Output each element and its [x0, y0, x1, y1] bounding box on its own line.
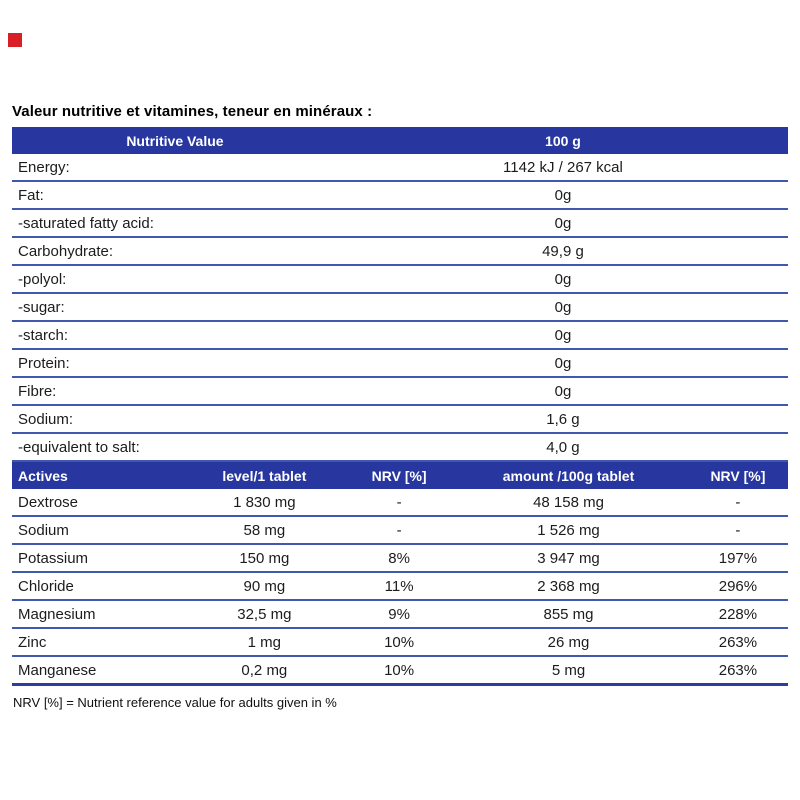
nutrient-value: 4,0 g	[337, 433, 788, 462]
nutrient-value: 49,9 g	[337, 237, 788, 266]
active-nrv-per-100g: 296%	[687, 572, 788, 601]
nutritive-header-per100g: 100 g	[337, 127, 788, 154]
nutrient-label: -sugar:	[12, 293, 338, 322]
table-row: Potassium 150 mg 8% 3 947 mg 197%	[12, 544, 788, 573]
active-nrv-per-tablet: -	[349, 489, 450, 517]
nutrient-value: 0g	[337, 265, 788, 294]
active-nrv-per-100g: -	[687, 516, 788, 545]
nutritive-table-header-row: Nutritive Value 100 g	[12, 127, 788, 154]
table-row: -saturated fatty acid: 0g	[12, 209, 788, 238]
table-row: Magnesium 32,5 mg 9% 855 mg 228%	[12, 600, 788, 629]
active-name: Chloride	[12, 572, 180, 601]
active-amount-per-100g: 855 mg	[449, 600, 688, 629]
label-content: Valeur nutritive et vitamines, teneur en…	[12, 103, 788, 710]
active-amount-per-100g: 5 mg	[449, 656, 688, 686]
table-row: -equivalent to salt: 4,0 g	[12, 433, 788, 462]
active-amount-per-100g: 26 mg	[449, 628, 688, 657]
active-nrv-per-100g: -	[687, 489, 788, 517]
active-level-per-tablet: 1 mg	[179, 628, 350, 657]
table-row: -sugar: 0g	[12, 293, 788, 322]
nutrient-value: 1,6 g	[337, 405, 788, 434]
nutrient-value: 0g	[337, 377, 788, 406]
active-nrv-per-tablet: -	[349, 516, 450, 545]
active-name: Magnesium	[12, 600, 180, 629]
nutrient-value: 0g	[337, 209, 788, 238]
table-row: Energy: 1142 kJ / 267 kcal	[12, 154, 788, 182]
active-name: Manganese	[12, 656, 180, 686]
active-amount-per-100g: 1 526 mg	[449, 516, 688, 545]
nutritive-value-table: Nutritive Value 100 g Energy: 1142 kJ / 2…	[12, 127, 788, 462]
active-nrv-per-100g: 197%	[687, 544, 788, 573]
nutrient-value: 0g	[337, 349, 788, 378]
active-level-per-tablet: 150 mg	[179, 544, 350, 573]
actives-table-header-row: Actives level/1 tablet NRV [%] amount /1…	[12, 462, 788, 489]
active-nrv-per-100g: 228%	[687, 600, 788, 629]
nutrient-label: -equivalent to salt:	[12, 433, 338, 462]
table-row: Zinc 1 mg 10% 26 mg 263%	[12, 628, 788, 657]
nrv-footnote: NRV [%] = Nutrient reference value for a…	[13, 695, 337, 710]
active-nrv-per-tablet: 10%	[349, 628, 450, 657]
active-level-per-tablet: 58 mg	[179, 516, 350, 545]
page-title: Valeur nutritive et vitamines, teneur en…	[12, 103, 373, 120]
table-row: Protein: 0g	[12, 349, 788, 378]
active-nrv-per-tablet: 11%	[349, 572, 450, 601]
table-row: -polyol: 0g	[12, 265, 788, 294]
active-name: Dextrose	[12, 489, 180, 517]
active-amount-per-100g: 2 368 mg	[449, 572, 688, 601]
table-row: Fat: 0g	[12, 181, 788, 210]
nutrient-label: -starch:	[12, 321, 338, 350]
active-nrv-per-100g: 263%	[687, 628, 788, 657]
actives-header-level-per-tablet: level/1 tablet	[179, 462, 350, 489]
active-amount-per-100g: 3 947 mg	[449, 544, 688, 573]
table-row: Manganese 0,2 mg 10% 5 mg 263%	[12, 656, 788, 686]
active-nrv-per-tablet: 10%	[349, 656, 450, 686]
table-row: -starch: 0g	[12, 321, 788, 350]
nutrient-value: 0g	[337, 321, 788, 350]
nutrient-label: Fat:	[12, 181, 338, 210]
nutrient-label: Protein:	[12, 349, 338, 378]
actives-header-nrv-100g: NRV [%]	[687, 462, 788, 489]
actives-table: Actives level/1 tablet NRV [%] amount /1…	[12, 462, 788, 686]
table-row: Chloride 90 mg 11% 2 368 mg 296%	[12, 572, 788, 601]
active-name: Sodium	[12, 516, 180, 545]
actives-header-name: Actives	[12, 462, 180, 489]
active-amount-per-100g: 48 158 mg	[449, 489, 688, 517]
table-row: Sodium 58 mg -1 526 mg -	[12, 516, 788, 545]
active-level-per-tablet: 90 mg	[179, 572, 350, 601]
nutrient-value: 1142 kJ / 267 kcal	[337, 154, 788, 182]
nutrient-label: Energy:	[12, 154, 338, 182]
nutrient-value: 0g	[337, 293, 788, 322]
table-row: Sodium: 1,6 g	[12, 405, 788, 434]
active-level-per-tablet: 0,2 mg	[179, 656, 350, 686]
nutritive-header-name: Nutritive Value	[12, 127, 338, 154]
nutrient-label: Sodium:	[12, 405, 338, 434]
active-nrv-per-tablet: 9%	[349, 600, 450, 629]
active-nrv-per-100g: 263%	[687, 656, 788, 686]
nutrient-label: -saturated fatty acid:	[12, 209, 338, 238]
active-nrv-per-tablet: 8%	[349, 544, 450, 573]
nutrient-value: 0g	[337, 181, 788, 210]
table-row: Carbohydrate: 49,9 g	[12, 237, 788, 266]
table-row: Dextrose 1 830 mg -48 158 mg -	[12, 489, 788, 517]
nutrient-label: -polyol:	[12, 265, 338, 294]
actives-header-nrv-tablet: NRV [%]	[349, 462, 450, 489]
active-level-per-tablet: 32,5 mg	[179, 600, 350, 629]
nutrient-label: Fibre:	[12, 377, 338, 406]
nutrient-label: Carbohydrate:	[12, 237, 338, 266]
active-level-per-tablet: 1 830 mg	[179, 489, 350, 517]
active-name: Potassium	[12, 544, 180, 573]
actives-header-amount-per-100g: amount /100g tablet	[449, 462, 688, 489]
red-square-marker	[8, 33, 22, 47]
active-name: Zinc	[12, 628, 180, 657]
table-row: Fibre: 0g	[12, 377, 788, 406]
